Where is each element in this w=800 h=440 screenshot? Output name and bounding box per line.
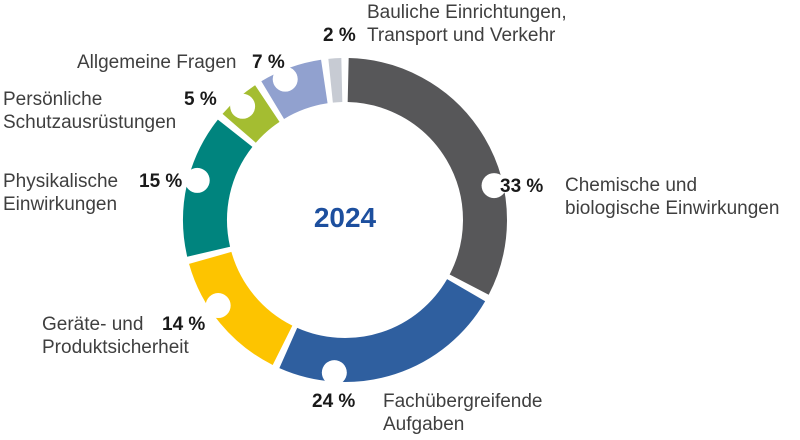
category-label-fach: Fachübergreifende Aufgaben (383, 390, 543, 436)
category-label-bauliche-line1: Bauliche Einrichtungen, (367, 2, 567, 23)
slice-notch-physikalische (184, 167, 210, 193)
percent-label-allgemeine: 7 % (252, 52, 285, 73)
percent-label-bauliche: 2 % (323, 25, 356, 46)
category-label-geraete: Geräte- und Produktsicherheit (42, 313, 189, 359)
slice-notch-geraete (205, 293, 231, 319)
category-label-persoenliche: Persönliche Schutzausrüstungen (3, 88, 176, 134)
donut-slice-allgemeine (261, 59, 329, 120)
donut-slice-geraete (189, 251, 293, 365)
category-label-chemische: Chemische und biologische Einwirkungen (565, 174, 779, 220)
donut-slice-physikalische (183, 119, 253, 257)
percent-label-fach: 24 % (312, 391, 356, 412)
category-label-physikalische-line2: Einwirkungen (3, 194, 118, 215)
category-label-geraete-line1: Geräte- und (42, 314, 144, 335)
donut-slice-fach (279, 278, 486, 382)
slice-notch-fach (321, 360, 347, 386)
category-label-fach-line1: Fachübergreifende (383, 391, 543, 412)
category-label-persoenliche-line1: Persönliche (3, 89, 103, 110)
category-label-physikalische-line1: Physikalische (3, 171, 119, 192)
percent-label-physikalische: 15 % (139, 171, 183, 192)
category-label-persoenliche-line2: Schutzausrüstungen (3, 112, 177, 133)
category-label-allgemeine: Allgemeine Fragen (77, 52, 237, 73)
category-label-chemische-line1: Chemische und (565, 175, 698, 196)
category-label-chemische-line2: biologische Einwirkungen (565, 198, 780, 219)
slice-notch-persoenliche (230, 93, 256, 119)
category-label-fach-line2: Aufgaben (383, 414, 465, 435)
donut-slice-persoenliche (222, 85, 281, 144)
category-label-geraete-line2: Produktsicherheit (42, 337, 189, 358)
center-year-label: 2024 (313, 202, 377, 233)
percent-label-chemische: 33 % (500, 176, 544, 197)
slice-notch-allgemeine (272, 66, 298, 92)
percent-label-persoenliche: 5 % (184, 89, 217, 110)
category-label-bauliche-line2: Transport und Verkehr (367, 25, 556, 46)
donut-slice-bauliche (328, 58, 343, 103)
percent-label-geraete: 14 % (162, 314, 206, 335)
category-label-bauliche: Bauliche Einrichtungen, Transport und Ve… (367, 1, 567, 47)
slice-notch-chemische (481, 173, 507, 199)
donut-slice-chemische (347, 58, 507, 295)
category-label-physikalische: Physikalische Einwirkungen (3, 170, 118, 216)
